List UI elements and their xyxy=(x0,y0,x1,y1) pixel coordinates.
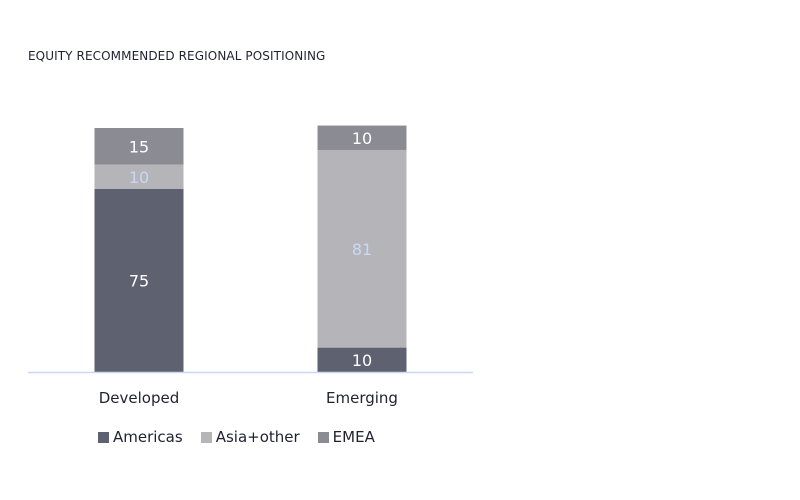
bar-segment-americas-developed xyxy=(94,189,184,372)
legend-item-asia-other: Asia+other xyxy=(200,428,300,446)
value-labels-layer: 75 10 15 10 81 10 xyxy=(129,129,372,370)
bars-layer xyxy=(94,125,407,372)
category-label-emerging: Emerging xyxy=(326,389,398,407)
category-label-developed: Developed xyxy=(99,389,180,407)
data-label-emea-developed: 15 xyxy=(129,137,149,156)
data-label-emea-emerging: 10 xyxy=(352,129,372,148)
bar-segment-asia-other-emerging xyxy=(317,149,407,348)
legend-label-asia-other: Asia+other xyxy=(215,428,300,446)
legend-swatch-americas xyxy=(98,431,109,443)
data-label-asia-other-emerging: 81 xyxy=(352,240,372,259)
legend-label-emea: EMEA xyxy=(332,428,375,446)
legend-item-emea: EMEA xyxy=(317,428,375,446)
bar-segment-americas-emerging xyxy=(317,347,407,372)
data-label-americas-emerging: 10 xyxy=(352,351,372,370)
legend-swatch-emea xyxy=(317,431,329,443)
bar-segment-asia-other-developed xyxy=(94,164,184,189)
legend-item-americas: Americas xyxy=(98,428,183,446)
category-labels-layer: Developed Emerging xyxy=(99,389,398,407)
data-label-americas-developed: 75 xyxy=(129,272,149,291)
bar-segment-emea-developed xyxy=(94,128,184,165)
legend-label-americas: Americas xyxy=(113,428,183,446)
legend-swatch-asia-other xyxy=(200,431,212,443)
chart-title: EQUITY RECOMMENDED REGIONAL POSITIONING xyxy=(28,49,326,63)
chart-legend: Americas Asia+other EMEA xyxy=(98,428,375,446)
data-label-asia-other-developed: 10 xyxy=(129,168,149,187)
bar-segment-emea-emerging xyxy=(317,125,407,150)
